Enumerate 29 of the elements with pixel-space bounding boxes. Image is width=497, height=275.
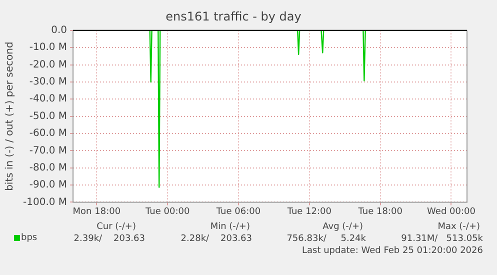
text: Max (-/+)	[438, 221, 480, 233]
y-tick-label: -20.0 M	[29, 59, 68, 70]
x-tick-label: Tue 12:00	[286, 206, 332, 217]
text: Min (-/+)	[210, 221, 250, 233]
text: Avg (-/+)	[322, 221, 363, 233]
y-tick-label: -70.0 M	[29, 145, 68, 156]
y-tick-label: -40.0 M	[29, 94, 68, 105]
legend-label: bps	[21, 233, 38, 243]
chart-title: ens161 traffic - by day	[166, 9, 302, 24]
text: 91.31M/ 513.05k	[401, 233, 483, 245]
y-tick-label: -90.0 M	[29, 180, 68, 191]
y-tick-label: -30.0 M	[29, 76, 68, 88]
x-tick-label: Tue 18:00	[357, 206, 403, 217]
y-tick-label: 0.0	[51, 24, 68, 36]
text: Last update: Wed Feb 25 01:20:00 2026	[302, 245, 483, 257]
y-tick-label: -10.0 M	[29, 42, 68, 54]
y-tick-label: -60.0 M	[29, 128, 68, 140]
x-tick-label: Mon 18:00	[72, 206, 121, 217]
text: 756.83k/ 5.24k	[286, 233, 366, 245]
text: Cur (-/+)	[96, 221, 136, 233]
text: 2.28k/ 203.63	[180, 233, 252, 245]
x-tick-label: Tue 00:00	[144, 206, 190, 217]
y-tick-label: -80.0 M	[29, 162, 68, 174]
text: 2.39k/ 203.63	[74, 233, 145, 245]
y-tick-label: -50.0 M	[29, 110, 68, 122]
x-tick-label: Wed 00:00	[427, 206, 476, 217]
y-tick-label: -100.0 M	[22, 196, 68, 208]
x-tick-label: Tue 06:00	[215, 206, 261, 217]
y-axis-title: bits in (-) / out (+) per second	[4, 42, 16, 191]
